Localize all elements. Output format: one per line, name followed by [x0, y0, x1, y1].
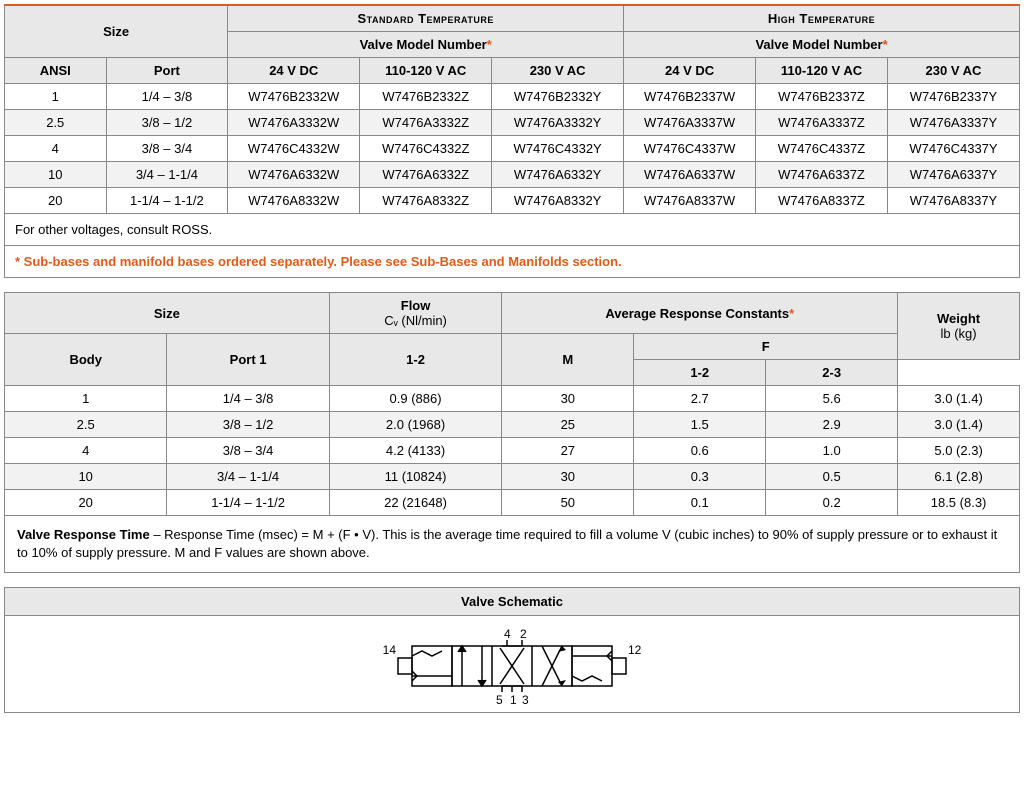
schematic-label-4: 4 — [504, 627, 511, 641]
schematic-label-2: 2 — [520, 627, 527, 641]
t1-col-std-24: 24 V DC — [228, 58, 360, 84]
schematic-label-5: 5 — [496, 693, 503, 706]
t2-col-f23: 2-3 — [766, 360, 898, 386]
valve-schematic-icon: 14 12 4 2 5 1 3 — [362, 626, 662, 706]
schematic-label-3: 3 — [522, 693, 529, 706]
t1-vmn-high: Valve Model Number* — [624, 32, 1020, 58]
t2-arc-header: Average Response Constants* — [502, 293, 898, 334]
t2-col-body: Body — [5, 334, 167, 386]
t2-col-f12: 1-2 — [634, 360, 766, 386]
table-row: 11/4 – 3/80.9 (886)302.75.63.0 (1.4) — [5, 386, 1020, 412]
table-row: 43/8 – 3/4W7476C4332WW7476C4332ZW7476C43… — [5, 136, 1020, 162]
t1-col-high-110: 110-120 V AC — [756, 58, 888, 84]
table-row: 103/4 – 1-1/411 (10824)300.30.56.1 (2.8) — [5, 464, 1020, 490]
t2-col-c12: 1-2 — [329, 334, 502, 386]
t2-col-f: F — [634, 334, 898, 360]
t1-col-ansi: ANSI — [5, 58, 107, 84]
t1-high-header: High Temperature — [624, 5, 1020, 32]
t2-col-m: M — [502, 334, 634, 386]
t1-col-high-24: 24 V DC — [624, 58, 756, 84]
response-table: Size Flow Cᵥ (Nl/min) Average Response C… — [4, 292, 1020, 573]
table-row: 103/4 – 1-1/4W7476A6332WW7476A6332ZW7476… — [5, 162, 1020, 188]
table-row: 43/8 – 3/44.2 (4133)270.61.05.0 (2.3) — [5, 438, 1020, 464]
valve-model-table: Size Standard Temperature High Temperatu… — [4, 4, 1020, 278]
table-row: 11/4 – 3/8W7476B2332WW7476B2332ZW7476B23… — [5, 84, 1020, 110]
table-row: 2.53/8 – 1/22.0 (1968)251.52.93.0 (1.4) — [5, 412, 1020, 438]
table-row: 201-1/4 – 1-1/2W7476A8332WW7476A8332ZW74… — [5, 188, 1020, 214]
valve-schematic-title: Valve Schematic — [5, 588, 1019, 616]
valve-schematic-panel: Valve Schematic — [4, 587, 1020, 713]
t2-size-header: Size — [5, 293, 330, 334]
schematic-label-12: 12 — [628, 643, 642, 657]
t1-note1: For other voltages, consult ROSS. — [5, 214, 1020, 246]
schematic-label-14: 14 — [383, 643, 397, 657]
t1-std-header: Standard Temperature — [228, 5, 624, 32]
t2-col-port1: Port 1 — [167, 334, 329, 386]
t1-col-std-110: 110-120 V AC — [360, 58, 492, 84]
t2-response-note: Valve Response Time – Response Time (mse… — [5, 516, 1020, 573]
t1-vmn-std: Valve Model Number* — [228, 32, 624, 58]
t1-col-std-230: 230 V AC — [492, 58, 624, 84]
table-row: 2.53/8 – 1/2W7476A3332WW7476A3332ZW7476A… — [5, 110, 1020, 136]
t1-col-high-230: 230 V AC — [887, 58, 1019, 84]
table-row: 201-1/4 – 1-1/222 (21648)500.10.218.5 (8… — [5, 490, 1020, 516]
t2-flow-header: Flow Cᵥ (Nl/min) — [329, 293, 502, 334]
t1-col-port: Port — [106, 58, 228, 84]
t2-weight-header: Weight lb (kg) — [898, 293, 1020, 360]
t1-size-header: Size — [5, 5, 228, 58]
t1-note2: * Sub-bases and manifold bases ordered s… — [5, 246, 1020, 278]
schematic-label-1: 1 — [510, 693, 517, 706]
